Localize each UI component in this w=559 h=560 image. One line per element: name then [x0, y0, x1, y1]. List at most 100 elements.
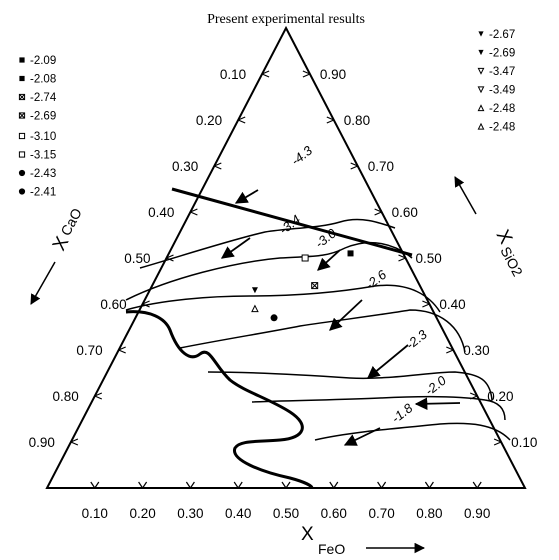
arrow-2.3 [367, 344, 409, 379]
axis-title-cao: X CaO [49, 205, 85, 254]
right-tick-label: 0.90 [320, 67, 346, 82]
legend-value: -2.48 [489, 103, 515, 115]
legend-marker [478, 49, 484, 56]
left-tick-label: 0.10 [220, 67, 246, 82]
legend-marker [19, 57, 25, 63]
iso-label: -2.3 [403, 326, 430, 352]
right-tick-label: 0.30 [463, 343, 489, 358]
legend-marker [18, 93, 26, 101]
legend-value: -3.10 [30, 131, 56, 143]
legend-value: -2.69 [30, 111, 56, 123]
data-point [301, 254, 309, 262]
right-axis-ticks: 0.10 0.20 0.30 0.40 0.50 0.60 0.70 0.80 0.90 [302, 67, 537, 450]
data-point [270, 314, 278, 322]
legend-marker [477, 104, 485, 112]
left-tick-label: 0.30 [172, 159, 198, 174]
left-axis-ticks: 0.10 0.20 0.30 0.40 0.50 0.60 0.70 0.80 0.90 [29, 67, 270, 450]
legend-right: -2.67 -2.69 -3.47 -3.49 -2.48 -2.48 [477, 29, 515, 134]
axis-arrow-sio2 [454, 176, 477, 215]
right-tick-label: 0.10 [511, 435, 537, 450]
legend-value: -2.69 [489, 48, 515, 60]
iso-label: -1.8 [389, 400, 416, 426]
legend-value: -2.09 [30, 55, 56, 67]
legend-marker [477, 67, 485, 75]
liquidus-boundary [125, 310, 314, 489]
legend-left: -2.09 -2.08 -2.74 -2.69 -3.10 -3.15 -2.43 -2.41 [18, 55, 57, 199]
bottom-tick-label: 0.80 [416, 506, 442, 521]
iso-label: -2.6 [362, 266, 389, 292]
arrow-4.3 [234, 189, 259, 204]
legend-marker [18, 188, 26, 195]
right-tick-label: 0.20 [487, 389, 513, 404]
legend-value: -3.47 [489, 66, 515, 78]
arrow-3.0 [317, 249, 341, 271]
data-points [251, 250, 354, 322]
legend-value: -3.49 [489, 85, 515, 97]
iso-label: -2.0 [422, 372, 449, 398]
right-tick-label: 0.40 [439, 297, 465, 312]
isoactivity-labels: -4.3-3.4-3.0-2.6-2.3-2.0-1.8 [276, 142, 449, 426]
right-tick-label: 0.60 [392, 205, 418, 220]
arrow-3.4 [220, 237, 251, 259]
legend-value: -2.43 [30, 168, 56, 180]
left-tick-label: 0.70 [76, 343, 102, 358]
data-point [347, 250, 354, 257]
chart-title: Present experimental results [207, 12, 365, 27]
bottom-tick-label: 0.40 [225, 506, 251, 521]
legend-value: -2.48 [489, 122, 515, 134]
axis-title-sio2-sub: SiO2 [497, 244, 526, 279]
iso-line-1.8 [251, 395, 506, 421]
bottom-tick-label: 0.30 [177, 506, 203, 521]
axis-title-feo-x: X [301, 524, 314, 545]
bottom-tick-label: 0.70 [368, 506, 394, 521]
left-tick-label: 0.50 [124, 251, 150, 266]
legend-marker [478, 31, 484, 37]
legend-marker [18, 169, 26, 177]
upper-boundary-line [171, 187, 413, 257]
legend-marker [477, 86, 485, 94]
left-tick-label: 0.80 [53, 389, 79, 404]
legend-value: -2.67 [489, 29, 515, 41]
legend-marker [18, 132, 26, 140]
arrow-1.8 [343, 427, 381, 446]
right-tick-label: 0.80 [344, 113, 370, 128]
axis-title-cao-sub: CaO [57, 205, 85, 238]
bottom-tick-label: 0.60 [321, 506, 347, 521]
axis-title-feo: X FeO [301, 524, 426, 557]
iso-line-2.6 [125, 284, 441, 313]
left-tick-label: 0.60 [100, 297, 126, 312]
axis-arrow-cao [30, 261, 56, 305]
legend-value: -2.41 [30, 187, 56, 199]
bottom-tick-label: 0.90 [464, 506, 490, 521]
legend-value: -2.74 [30, 92, 57, 104]
left-tick-label: 0.40 [148, 205, 174, 220]
iso-line-3.4 [139, 218, 396, 269]
data-point [311, 282, 319, 290]
legend-marker [18, 112, 26, 119]
bottom-tick-label: 0.50 [273, 506, 299, 521]
legend-value: -2.08 [30, 74, 56, 86]
legend-marker [477, 122, 485, 130]
arrow-2.6 [329, 299, 363, 331]
legend-value: -3.15 [30, 150, 56, 162]
arrow-2.0 [414, 397, 461, 411]
bottom-tick-label: 0.20 [129, 506, 155, 521]
iso-label: -4.3 [288, 142, 315, 168]
iso-line-3.0 [125, 241, 413, 301]
bottom-axis-ticks: 0.10 0.20 0.30 0.40 0.50 0.60 0.70 0.80 0.90 [82, 481, 490, 521]
iso-line-2.3 [179, 309, 466, 353]
left-tick-label: 0.90 [29, 435, 55, 450]
axis-title-feo-sub: FeO [318, 541, 345, 557]
legend-marker [19, 75, 25, 82]
iso-label: -3.4 [276, 212, 303, 238]
legend-marker [18, 151, 26, 158]
bottom-tick-label: 0.10 [82, 506, 108, 521]
iso-line-2.0 [207, 371, 493, 401]
axis-title-sio2: X SiO2 [492, 226, 527, 279]
data-point [251, 287, 258, 294]
right-tick-label: 0.70 [368, 159, 394, 174]
left-tick-label: 0.20 [196, 113, 222, 128]
data-point [251, 304, 259, 313]
iso-line-lower [314, 422, 511, 441]
